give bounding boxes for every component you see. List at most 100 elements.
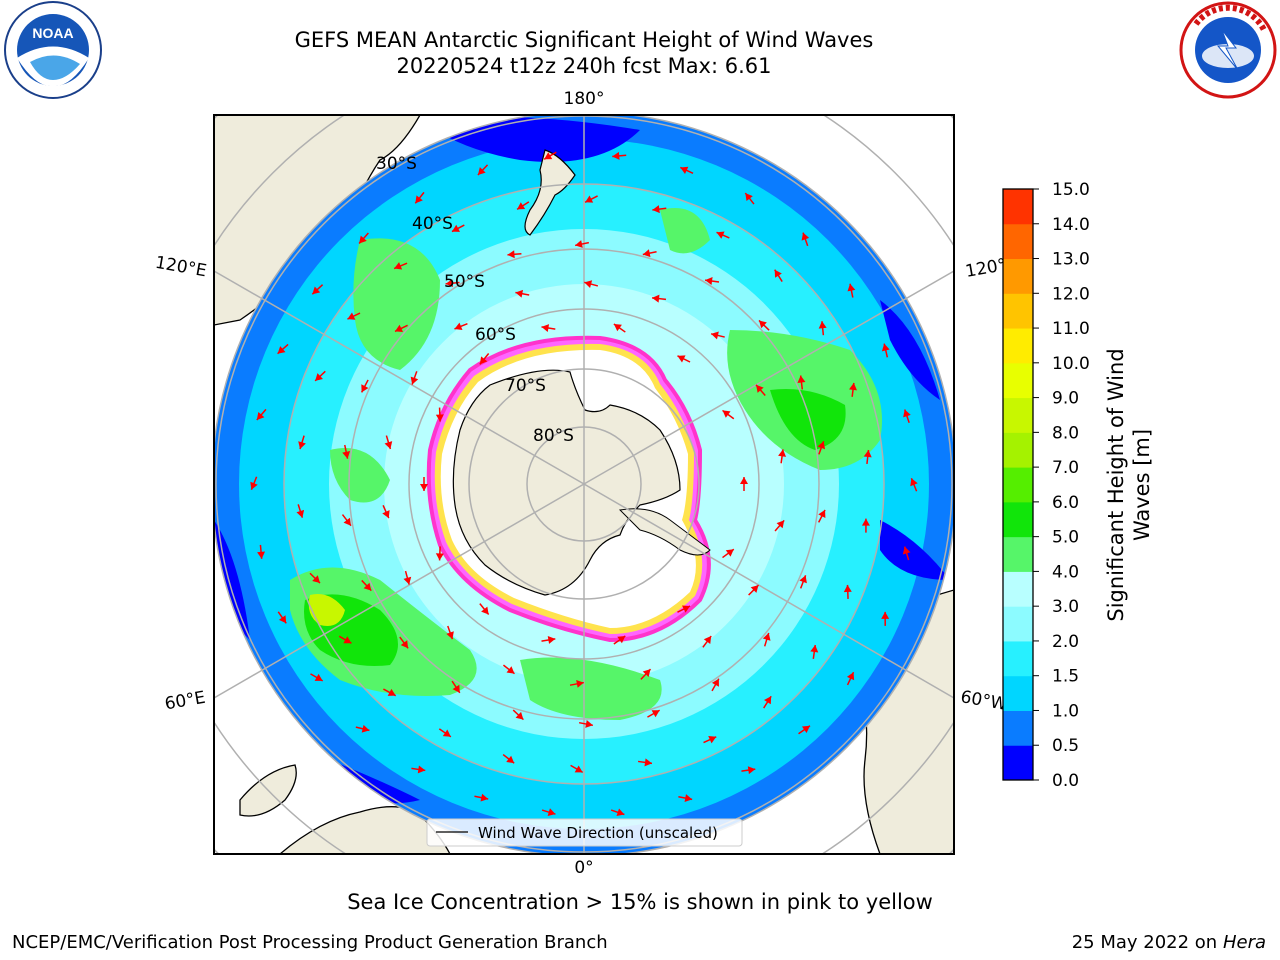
wave-arrow-head xyxy=(435,414,444,422)
wave-arrow-head xyxy=(420,484,428,491)
wave-arrow-head xyxy=(677,355,686,363)
colorbar-tick-label: 1.5 xyxy=(1052,667,1079,687)
wave-arrow-head xyxy=(442,729,451,737)
colorbar-box xyxy=(1003,675,1033,711)
colorbar-tick-label: 0.0 xyxy=(1052,771,1079,791)
map-legend: Wind Wave Direction (unscaled) xyxy=(426,818,743,847)
wave-arrow-head xyxy=(703,636,712,645)
footer-date-text: 25 May 2022 on xyxy=(1071,932,1218,953)
colorbar-box xyxy=(1003,710,1033,746)
map-subtitle: 20220524 t12z 240h fcst Max: 6.61 xyxy=(396,54,772,78)
wave-arrow-head xyxy=(435,553,444,561)
wave-arrow-head xyxy=(612,151,620,160)
lon-label-0: 0° xyxy=(574,858,593,878)
wave-arrow-head xyxy=(363,582,372,591)
wave-arrow-head xyxy=(684,794,693,803)
wave-arrow-head xyxy=(481,606,489,615)
wave-arrow-head xyxy=(711,678,719,687)
wave-arrow-head xyxy=(342,451,351,459)
wave-arrow-head xyxy=(652,205,660,214)
wave-arrow-head xyxy=(849,382,857,391)
colorbar-box xyxy=(1003,745,1033,781)
wave-arrow-head xyxy=(250,481,258,490)
wave-arrow-head xyxy=(446,631,454,640)
wave-arrow-head xyxy=(762,632,771,641)
wave-arrow-head xyxy=(454,322,463,331)
wave-arrow-head xyxy=(384,441,393,450)
wave-arrow-head xyxy=(881,343,890,352)
wave-arrow-head xyxy=(764,696,772,705)
wave-arrow-head xyxy=(903,409,911,418)
colorbar-tick-label: 15.0 xyxy=(1052,180,1090,200)
colorbar-box xyxy=(1003,536,1033,572)
wave-arrow-head xyxy=(745,193,753,202)
wave-arrow-head xyxy=(541,324,550,332)
colorbar-box xyxy=(1003,328,1033,364)
wave-arrow-head xyxy=(574,765,583,773)
wave-arrow-head xyxy=(818,509,826,518)
wave-arrow-head xyxy=(315,373,323,381)
wave-arrow-head xyxy=(506,755,515,764)
wave-arrow-head xyxy=(576,679,584,688)
wave-arrow-head xyxy=(298,441,306,450)
wave-arrow-head xyxy=(585,195,594,203)
lat-label-80s: 80°S xyxy=(533,426,574,446)
colorbar-tick-label: 5.0 xyxy=(1052,528,1079,548)
colorbar-tick-label: 6.0 xyxy=(1052,493,1079,513)
wave-arrow-head xyxy=(257,551,266,559)
wave-arrow-head xyxy=(817,441,826,450)
wave-arrow-head xyxy=(445,279,453,288)
wave-arrow-head xyxy=(394,262,403,270)
wave-arrow-head xyxy=(575,240,583,248)
wave-arrow-head xyxy=(818,321,827,329)
colorbar-box xyxy=(1003,467,1033,503)
wave-arrow-head xyxy=(452,684,460,693)
wave-arrow-head xyxy=(314,673,323,681)
wave-arrow-head xyxy=(642,669,651,677)
wave-arrow-head xyxy=(507,250,515,259)
footer-system: Hera xyxy=(1222,932,1266,953)
wave-arrow-head xyxy=(613,323,622,332)
wave-arrow-head xyxy=(801,232,810,241)
colorbar-box xyxy=(1003,293,1033,329)
wave-arrow-head xyxy=(277,346,286,354)
wave-arrow-head xyxy=(797,375,806,383)
colorbar-tick-label: 10.0 xyxy=(1052,354,1090,374)
wave-arrow-head xyxy=(801,725,810,734)
colorbar-box xyxy=(1003,640,1033,677)
colorbar-box xyxy=(1003,571,1033,607)
colorbar-box xyxy=(1003,223,1033,260)
wave-arrow-head xyxy=(547,808,556,816)
colorbar-tick-label: 3.0 xyxy=(1052,597,1079,617)
colorbar-tick-label: 4.0 xyxy=(1052,562,1079,582)
wave-arrow-head xyxy=(681,605,691,613)
colorbar-tick-label: 11.0 xyxy=(1052,319,1090,339)
colorbar-tick-label: 14.0 xyxy=(1052,215,1090,235)
legend-label: Wind Wave Direction (unscaled) xyxy=(478,824,718,842)
colorbar-label-line2: Waves [m] xyxy=(1130,429,1154,541)
colorbar-tick-label: 12.0 xyxy=(1052,284,1090,304)
colorbar-box xyxy=(1003,362,1033,399)
wave-arrow-head xyxy=(810,644,819,653)
wave-arrow-head xyxy=(847,283,856,292)
colorbar-tick-label: 7.0 xyxy=(1052,458,1079,478)
colorbar-box xyxy=(1003,189,1033,225)
wave-arrow-head xyxy=(278,615,287,624)
wave-arrow-head xyxy=(387,688,396,696)
wave-arrow-head xyxy=(517,202,526,210)
wave-arrow-head xyxy=(910,478,918,487)
colorbar-tick-label: 2.0 xyxy=(1052,632,1079,652)
wave-arrow-head xyxy=(296,509,305,518)
colorbar-box xyxy=(1003,397,1033,433)
footer-branch: NCEP/EMC/Verification Post Processing Pr… xyxy=(12,932,608,953)
colorbar-tick-label: 8.0 xyxy=(1052,423,1079,443)
wave-arrow-head xyxy=(902,546,911,555)
wave-arrow-head xyxy=(312,286,321,295)
wave-arrow-head xyxy=(400,640,409,649)
wave-arrow-head xyxy=(343,517,351,526)
wave-arrow-head xyxy=(799,575,807,584)
wave-arrow-head xyxy=(750,585,759,593)
wave-arrow-head xyxy=(708,736,717,744)
wave-arrow-head xyxy=(343,636,352,644)
